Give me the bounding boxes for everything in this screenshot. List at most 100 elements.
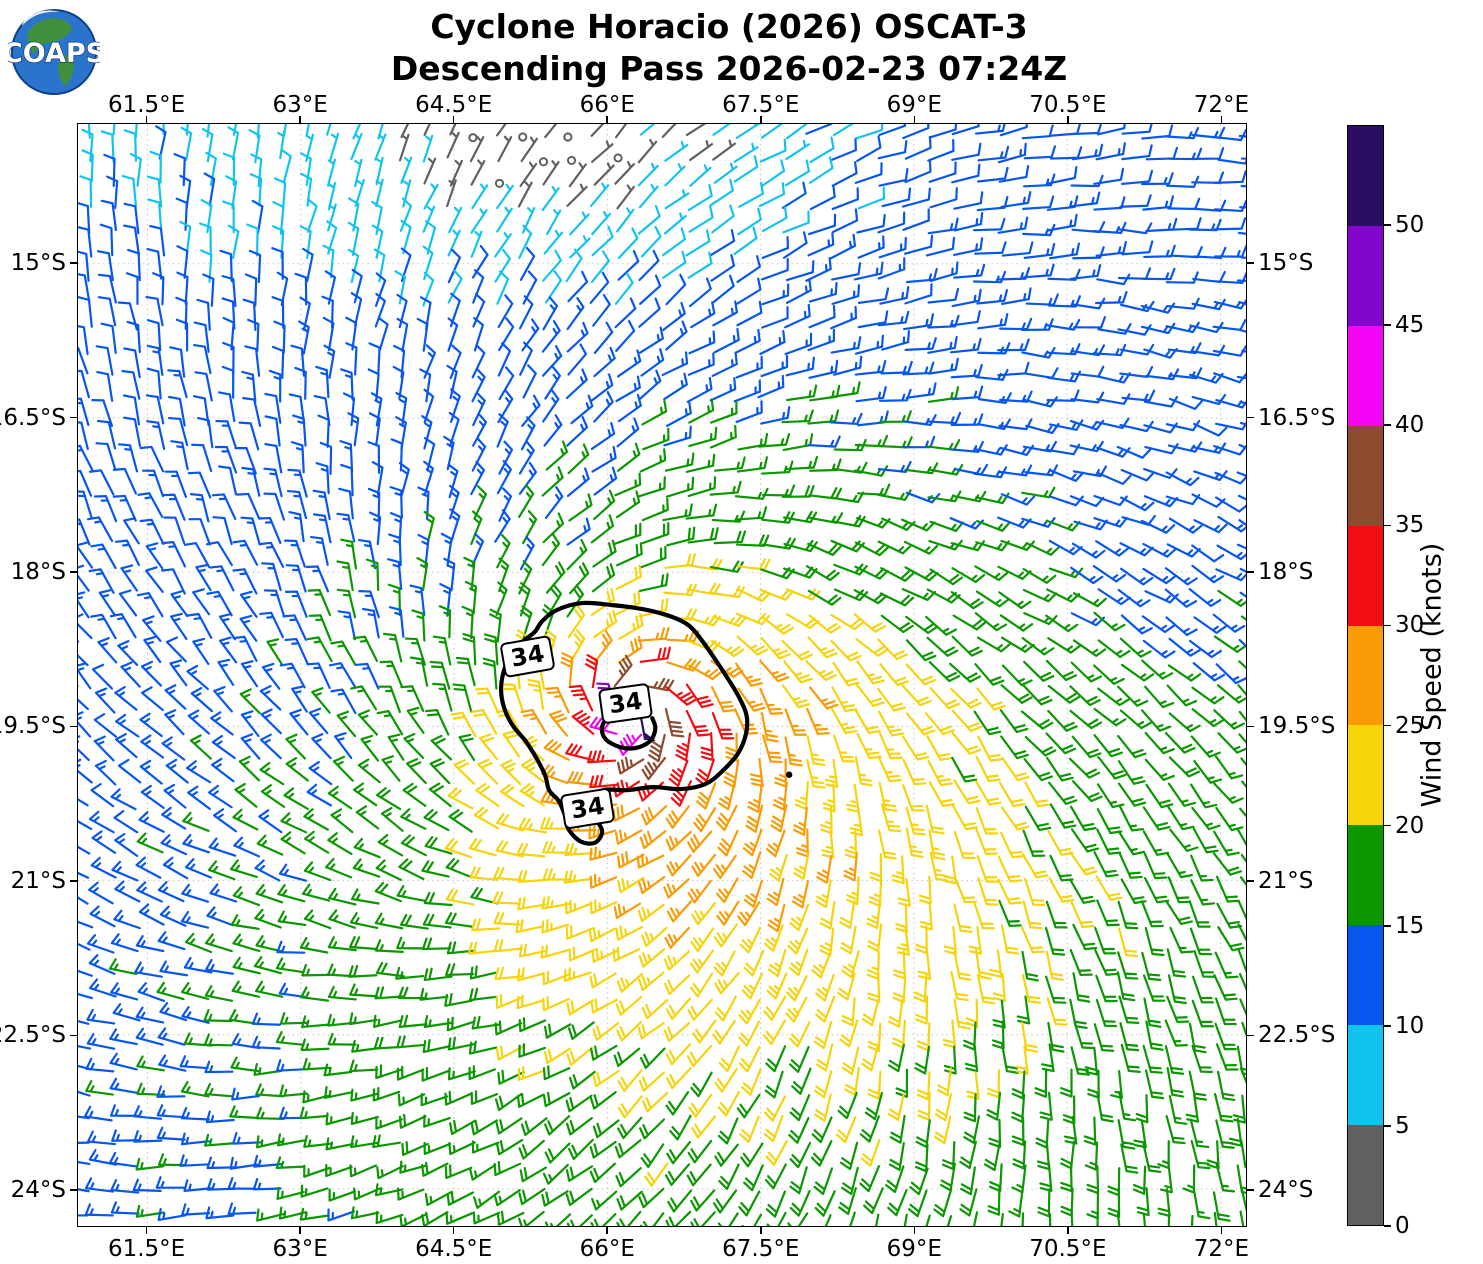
- wind-barb: [665, 1043, 692, 1066]
- wind-barb: [340, 368, 354, 401]
- wind-barb: [184, 858, 213, 879]
- wind-barb: [420, 1093, 449, 1107]
- wind-barb: [1191, 1044, 1214, 1074]
- wind-barb: [405, 758, 427, 785]
- y-tick-mark-left: [70, 1034, 77, 1037]
- wind-barb: [639, 124, 656, 136]
- wind-barb: [1215, 663, 1246, 685]
- wind-barb: [378, 685, 401, 714]
- wind-barb: [648, 733, 666, 763]
- wind-barb: [761, 537, 796, 550]
- wind-barb: [717, 829, 739, 857]
- wind-barb: [472, 412, 488, 447]
- wind-barb: [544, 1115, 571, 1136]
- wind-barb: [589, 873, 618, 889]
- wind-barb: [349, 1164, 377, 1178]
- wind-barb: [140, 784, 165, 809]
- wind-barb: [201, 127, 214, 163]
- wind-barb: [132, 1178, 162, 1192]
- wind-barb: [949, 310, 981, 327]
- wind-barb: [520, 708, 548, 735]
- wind-barb: [616, 442, 641, 472]
- wind-barb: [1142, 267, 1176, 281]
- wind-barb: [1096, 1091, 1114, 1123]
- wind-barb: [592, 1069, 620, 1088]
- wind-barb: [231, 1087, 261, 1101]
- wind-barb: [1240, 1188, 1246, 1213]
- wind-barb: [904, 566, 939, 582]
- x-tick-label-bottom: 72°E: [1193, 1236, 1250, 1262]
- wind-barb: [186, 664, 209, 691]
- wind-barb: [518, 1187, 546, 1206]
- wind-barb: [1118, 995, 1140, 1024]
- wind-barb: [135, 1027, 164, 1046]
- wind-barb: [96, 250, 114, 282]
- wind-barb: [78, 369, 90, 399]
- colorbar-tick-mark: [1384, 924, 1391, 927]
- wind-barb: [1167, 782, 1197, 807]
- wind-barb: [666, 526, 696, 547]
- wind-barb: [85, 1080, 114, 1096]
- wind-barb: [591, 1190, 618, 1211]
- wind-barb: [565, 368, 588, 400]
- wind-barb: [324, 857, 353, 879]
- wind-barb: [977, 312, 1009, 330]
- wind-barb: [589, 182, 610, 208]
- wind-barb: [78, 273, 91, 304]
- wind-barb: [382, 632, 403, 663]
- wind-barb: [423, 124, 431, 136]
- wind-barb: [100, 322, 117, 354]
- wind-barb: [781, 181, 807, 209]
- wind-barb: [248, 249, 262, 284]
- wind-barb: [614, 124, 628, 139]
- wind-barb: [227, 1202, 257, 1216]
- wind-barb: [96, 370, 114, 402]
- wind-barb: [637, 204, 661, 235]
- wind-barb: [542, 512, 565, 544]
- wind-barb: [163, 516, 186, 545]
- wind-barb: [734, 487, 769, 500]
- wind-barb: [496, 534, 511, 569]
- wind-barb: [444, 1090, 472, 1106]
- chart-title: Cyclone Horacio (2026) OSCAT-3 Descendin…: [0, 6, 1458, 90]
- wind-barb: [518, 1139, 545, 1160]
- wind-barb: [1049, 803, 1077, 829]
- wind-barb: [934, 1092, 953, 1122]
- wind-barb: [277, 130, 286, 160]
- wind-barb: [1143, 467, 1178, 479]
- wind-barb: [300, 986, 330, 1002]
- wind-barb: [449, 388, 461, 423]
- wind-barb: [685, 503, 718, 520]
- wind-barb: [206, 906, 234, 927]
- wind-barb: [496, 1210, 525, 1226]
- wind-barb: [743, 879, 763, 908]
- wind-barb: [446, 179, 457, 208]
- wind-barb: [927, 760, 954, 787]
- wind-barb: [877, 687, 906, 712]
- wind-barb: [1084, 1141, 1099, 1171]
- wind-barb: [567, 443, 590, 475]
- wind-barb: [1025, 542, 1060, 556]
- wind-barb: [1216, 684, 1246, 704]
- wind-barb: [146, 319, 162, 352]
- wind-barb: [446, 1190, 475, 1206]
- wind-barb: [498, 440, 514, 475]
- wind-barb: [568, 1070, 596, 1090]
- wind-barb: [793, 851, 810, 880]
- wind-barb: [830, 639, 862, 662]
- wind-barb: [78, 820, 93, 831]
- wind-barb: [110, 1179, 140, 1194]
- wind-barb: [914, 1143, 929, 1173]
- wind-barb: [665, 273, 687, 306]
- colorbar-segment: [1348, 725, 1383, 826]
- wind-barb: [472, 269, 485, 304]
- wind-barb: [357, 758, 381, 784]
- wind-barb: [616, 972, 644, 993]
- wind-barb: [140, 660, 163, 687]
- wind-barb: [1193, 519, 1228, 534]
- wind-barb: [759, 687, 784, 715]
- wind-barb: [88, 978, 117, 998]
- wind-barb: [305, 124, 310, 137]
- wind-barb: [209, 883, 238, 903]
- wind-barb: [638, 249, 660, 282]
